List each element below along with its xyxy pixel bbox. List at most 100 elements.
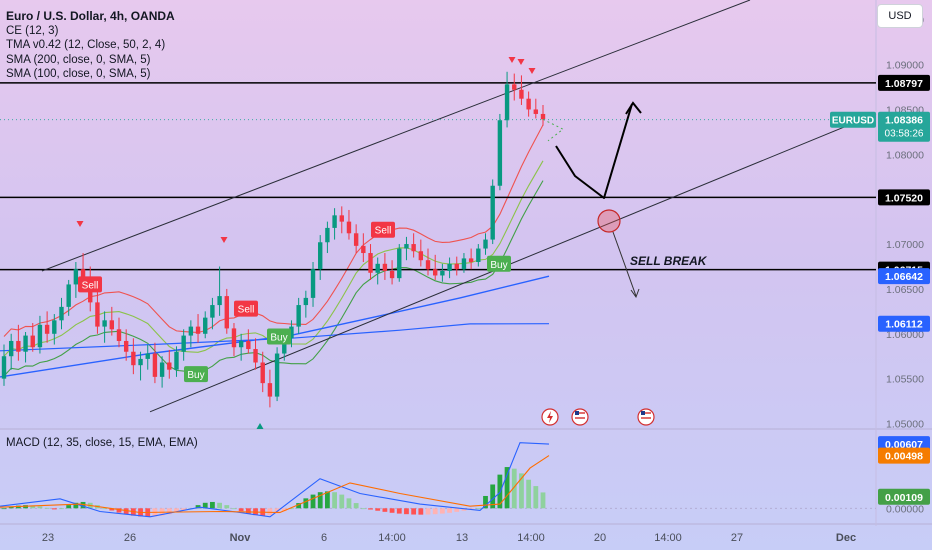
candle-body bbox=[289, 326, 294, 339]
candle-body bbox=[37, 324, 43, 348]
macd-histogram-bar bbox=[360, 508, 366, 510]
buy-signal-label: Buy bbox=[490, 260, 507, 271]
macd-histogram-bar bbox=[231, 508, 237, 510]
macd-legend[interactable]: MACD (12, 35, close, 15, EMA, EMA) bbox=[6, 437, 198, 449]
level-price-tag bbox=[878, 74, 930, 91]
candle-body bbox=[411, 244, 416, 252]
macd-histogram-bar bbox=[202, 502, 208, 509]
legend-line-tma[interactable]: TMA v0.42 (12, Close, 50, 2, 4) bbox=[6, 39, 166, 51]
legend-line-sma200[interactable]: SMA (200, close, 0, SMA, 5) bbox=[6, 53, 151, 66]
time-tick-label: Dec bbox=[836, 532, 856, 544]
macd-histogram-bar bbox=[116, 508, 122, 513]
flag-canton bbox=[575, 411, 579, 415]
candle-body bbox=[73, 269, 79, 285]
sell-triangle-marker bbox=[76, 221, 84, 227]
candle-body bbox=[188, 326, 194, 336]
buy-triangle-marker bbox=[256, 423, 264, 429]
time-tick-label: 14:00 bbox=[378, 532, 406, 544]
macd-histogram-bar bbox=[238, 508, 244, 512]
event-flag-icon bbox=[571, 408, 589, 426]
sell-break-arrow bbox=[612, 231, 637, 297]
legend-line-sma100[interactable]: SMA (100, close, 0, SMA, 5) bbox=[6, 68, 151, 80]
candle-body bbox=[404, 244, 409, 249]
candle-body bbox=[224, 296, 229, 329]
macd-histogram-bar bbox=[37, 506, 43, 509]
candle-body bbox=[203, 317, 208, 334]
macd-histogram-bar bbox=[317, 492, 323, 509]
candle-body bbox=[512, 84, 517, 90]
symbol-tag-label: EURUSD bbox=[832, 116, 874, 127]
price-tick-label: 1.09000 bbox=[886, 60, 924, 72]
macd-histogram-bar bbox=[504, 467, 510, 509]
candle-body bbox=[540, 113, 546, 120]
sma-price-tag bbox=[878, 268, 930, 285]
price-tick-label: 1.07000 bbox=[886, 239, 924, 251]
time-tick-label: 14:00 bbox=[654, 532, 682, 544]
price-tick-label: 1.06500 bbox=[886, 284, 924, 296]
candle-body bbox=[296, 305, 301, 327]
sell-break-label: SELL BREAK bbox=[630, 254, 708, 268]
macd-value-tag bbox=[878, 447, 930, 464]
buy-signal-label: Buy bbox=[187, 370, 204, 381]
candle-body bbox=[339, 215, 344, 222]
macd-histogram-bar bbox=[166, 508, 172, 515]
macd-histogram-bar bbox=[533, 486, 539, 509]
candle-body bbox=[195, 326, 201, 334]
time-tick-label: 20 bbox=[594, 532, 606, 544]
time-tick-label: 26 bbox=[124, 532, 136, 544]
candle-body bbox=[433, 269, 438, 276]
macd-histogram-bar bbox=[217, 502, 222, 509]
candle-body bbox=[526, 98, 531, 110]
macd-histogram-bar bbox=[368, 508, 373, 510]
macd-histogram-bar bbox=[418, 508, 424, 515]
break-point-circle bbox=[597, 209, 621, 233]
candle-body bbox=[52, 320, 57, 334]
macd-histogram-bar bbox=[454, 508, 460, 512]
macd-histogram-bar bbox=[375, 508, 381, 511]
candle-body bbox=[131, 351, 136, 366]
flag-canton bbox=[641, 411, 645, 415]
candle-body bbox=[231, 328, 237, 348]
indicator-legend: Euro / U.S. Dollar, 4h, OANDA CE (12, 3)… bbox=[6, 9, 175, 82]
candle-body bbox=[30, 335, 35, 348]
macd-histogram-bar bbox=[439, 508, 445, 514]
candle-body bbox=[325, 227, 330, 243]
candle-body bbox=[497, 120, 503, 186]
candle-body bbox=[267, 383, 273, 397]
macd-value-tag bbox=[878, 488, 930, 505]
candle-body bbox=[303, 297, 309, 306]
macd-histogram-bar bbox=[66, 505, 72, 509]
macd-histogram-bar bbox=[102, 508, 108, 510]
candle-body bbox=[490, 185, 495, 240]
currency-button[interactable]: USD bbox=[877, 4, 923, 28]
macd-histogram-bar bbox=[224, 505, 230, 509]
candle-body bbox=[80, 269, 86, 280]
candle-body bbox=[102, 320, 107, 327]
candle-body bbox=[167, 362, 172, 370]
macd-histogram-bar bbox=[447, 508, 452, 513]
projection-dots bbox=[542, 118, 564, 142]
event-flag-icon bbox=[637, 408, 655, 426]
macd-histogram-bar bbox=[44, 507, 50, 509]
symbol-title[interactable]: Euro / U.S. Dollar, 4h, OANDA bbox=[6, 9, 175, 23]
candle-body bbox=[447, 263, 452, 271]
macd-value-label: 0.00498 bbox=[885, 451, 923, 463]
sell-signal-label: Sell bbox=[238, 305, 255, 316]
macd-histogram-bar bbox=[425, 508, 431, 515]
legend-line-ce[interactable]: CE (12, 3) bbox=[6, 24, 59, 37]
candle-body bbox=[440, 270, 445, 276]
macd-histogram-bar bbox=[245, 508, 251, 514]
candle-body bbox=[483, 239, 488, 249]
macd-histogram-bar bbox=[181, 508, 187, 511]
macd-histogram-bar bbox=[432, 508, 438, 515]
macd-histogram-bar bbox=[519, 473, 524, 509]
macd-histogram-bar bbox=[281, 508, 287, 512]
candle-body bbox=[116, 329, 122, 341]
candle-body bbox=[476, 248, 481, 263]
time-tick-label: 13 bbox=[456, 532, 468, 544]
candle-body bbox=[368, 253, 373, 273]
macd-histogram-bar bbox=[490, 484, 496, 509]
macd-tick-label: 0.00000 bbox=[886, 503, 924, 515]
candle-body bbox=[461, 258, 467, 270]
